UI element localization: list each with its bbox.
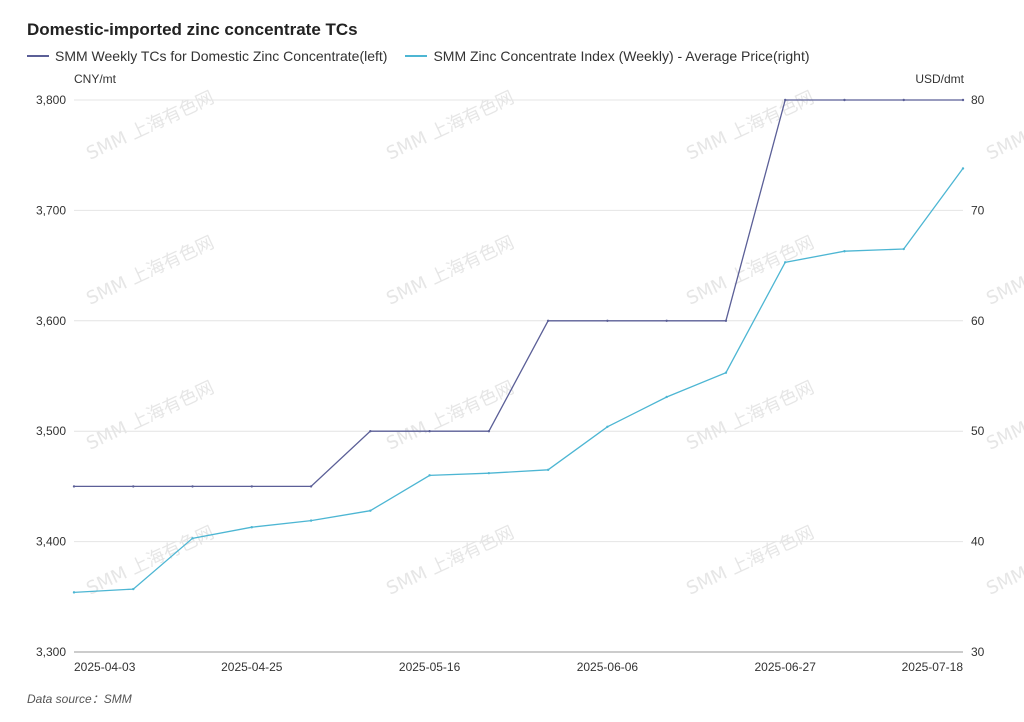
data-point-index-price (961, 167, 965, 170)
watermark: SMM 上海有色网 (983, 377, 1024, 454)
data-point-domestic-tcs (309, 485, 313, 488)
data-point-domestic-tcs (546, 319, 550, 322)
watermark: SMM 上海有色网 (83, 522, 217, 599)
data-point-domestic-tcs (784, 98, 787, 102)
data-point-index-price (843, 250, 846, 253)
legend-item-index-price[interactable]: SMM Zinc Concentrate Index (Weekly) - Av… (405, 48, 810, 64)
watermark: SMM 上海有色网 (683, 87, 817, 164)
data-point-index-price (606, 425, 609, 428)
data-point-domestic-tcs (250, 485, 253, 488)
x-tick-label: 2025-05-16 (399, 660, 461, 674)
x-tick-label: 2025-06-06 (577, 660, 639, 674)
data-source: Data source：SMM (27, 692, 132, 706)
legend-swatch-domestic-tcs (27, 55, 49, 57)
data-point-index-price (428, 474, 431, 477)
data-point-domestic-tcs (72, 485, 76, 488)
data-point-domestic-tcs (902, 98, 905, 102)
data-point-index-price (487, 471, 491, 475)
data-point-index-price (309, 519, 313, 522)
data-point-index-price (369, 509, 372, 512)
left-tick-label: 3,600 (36, 314, 66, 328)
legend-label-domestic-tcs: SMM Weekly TCs for Domestic Zinc Concent… (55, 48, 388, 64)
legend-item-domestic-tcs[interactable]: SMM Weekly TCs for Domestic Zinc Concent… (27, 48, 387, 64)
left-tick-label: 3,500 (36, 424, 66, 438)
data-point-domestic-tcs (724, 319, 728, 322)
watermark: SMM 上海有色网 (983, 522, 1024, 599)
watermark: SMM 上海有色网 (683, 232, 817, 309)
watermark: SMM 上海有色网 (83, 87, 217, 164)
x-tick-label: 2025-04-25 (221, 660, 283, 674)
watermark: SMM 上海有色网 (383, 522, 517, 599)
data-point-index-price (902, 247, 905, 251)
series-line-index-price (73, 168, 964, 594)
data-point-domestic-tcs (132, 485, 135, 488)
watermark: SMM 上海有色网 (83, 377, 217, 454)
data-point-domestic-tcs (428, 430, 431, 433)
data-point-domestic-tcs (191, 485, 194, 488)
data-point-index-price (665, 395, 668, 399)
chart-title: Domestic-imported zinc concentrate TCs (27, 20, 358, 39)
x-tick-label: 2025-07-18 (902, 660, 964, 674)
data-point-index-price (72, 591, 76, 594)
right-tick-label: 30 (971, 645, 985, 659)
series-line-domestic-tcs (74, 99, 963, 488)
data-point-domestic-tcs (961, 98, 965, 102)
legend: SMM Weekly TCs for Domestic Zinc Concent… (27, 48, 810, 64)
watermark: SMM 上海有色网 (983, 232, 1024, 309)
right-tick-label: 40 (971, 535, 985, 549)
right-tick-label: 50 (971, 424, 985, 438)
data-point-domestic-tcs (843, 98, 846, 102)
legend-swatch-index-price (405, 55, 428, 57)
left-axis-unit: CNY/mt (74, 72, 116, 86)
watermark: SMM 上海有色网 (683, 377, 817, 454)
legend-label-index-price: SMM Zinc Concentrate Index (Weekly) - Av… (433, 48, 810, 64)
data-point-index-price (132, 587, 135, 591)
left-tick-label: 3,400 (36, 535, 66, 549)
left-tick-label: 3,800 (36, 93, 66, 107)
data-point-domestic-tcs (487, 430, 491, 433)
x-tick-label: 2025-04-03 (74, 660, 136, 674)
data-point-domestic-tcs (369, 430, 372, 433)
x-tick-label: 2025-06-27 (755, 660, 817, 674)
data-point-index-price (724, 371, 728, 374)
data-point-index-price (784, 261, 787, 264)
watermark: SMM 上海有色网 (983, 87, 1024, 164)
data-point-domestic-tcs (606, 319, 609, 322)
watermark: SMM 上海有色网 (83, 232, 217, 309)
data-point-index-price (250, 526, 253, 529)
watermark: SMM 上海有色网 (683, 522, 817, 599)
left-tick-label: 3,700 (36, 203, 66, 217)
data-point-domestic-tcs (665, 319, 668, 322)
right-tick-label: 70 (971, 203, 985, 217)
data-point-index-price (191, 537, 194, 540)
data-point-index-price (546, 468, 550, 472)
watermark: SMM 上海有色网 (383, 232, 517, 309)
watermark: SMM 上海有色网 (383, 87, 517, 164)
right-tick-label: 80 (971, 93, 985, 107)
right-tick-label: 60 (971, 314, 985, 328)
right-axis-unit: USD/dmt (915, 72, 964, 86)
left-tick-label: 3,300 (36, 645, 66, 659)
